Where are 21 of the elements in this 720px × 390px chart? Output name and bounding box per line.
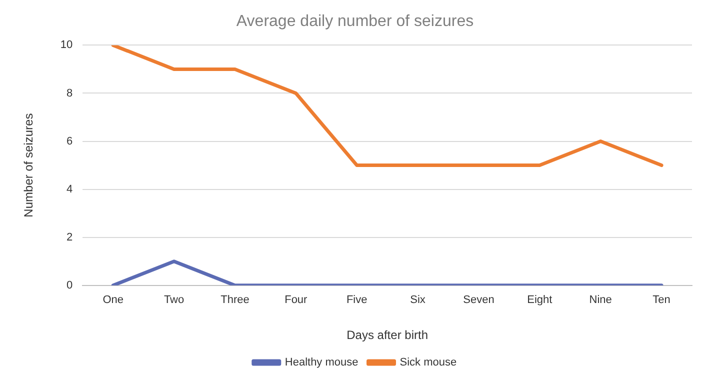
legend-label: Healthy mouse	[284, 356, 358, 369]
x-tick-label: Five	[346, 294, 368, 306]
x-tick-label: Six	[410, 294, 426, 306]
chart-title: Average daily number of seizures	[236, 13, 474, 30]
y-tick-label: 2	[66, 231, 73, 244]
x-tick-label: Four	[284, 294, 308, 306]
x-tick-label: Ten	[652, 294, 670, 306]
x-axis-title: Days after birth	[346, 328, 428, 342]
y-tick-label: 6	[66, 135, 73, 148]
x-tick-label: Eight	[527, 294, 552, 306]
y-axis-title: Number of seizures	[22, 113, 36, 218]
y-tick-label: 0	[66, 279, 73, 292]
x-tick-label: Two	[164, 294, 184, 306]
x-tick-label: Seven	[463, 294, 494, 306]
y-tick-label: 10	[60, 39, 73, 52]
y-tick-label: 8	[66, 87, 73, 100]
x-tick-label: Nine	[589, 294, 612, 306]
x-tick-label: One	[102, 294, 124, 306]
legend-label: Sick mouse	[400, 356, 457, 369]
y-tick-label: 4	[66, 183, 73, 196]
x-tick-label: Three	[220, 294, 250, 306]
